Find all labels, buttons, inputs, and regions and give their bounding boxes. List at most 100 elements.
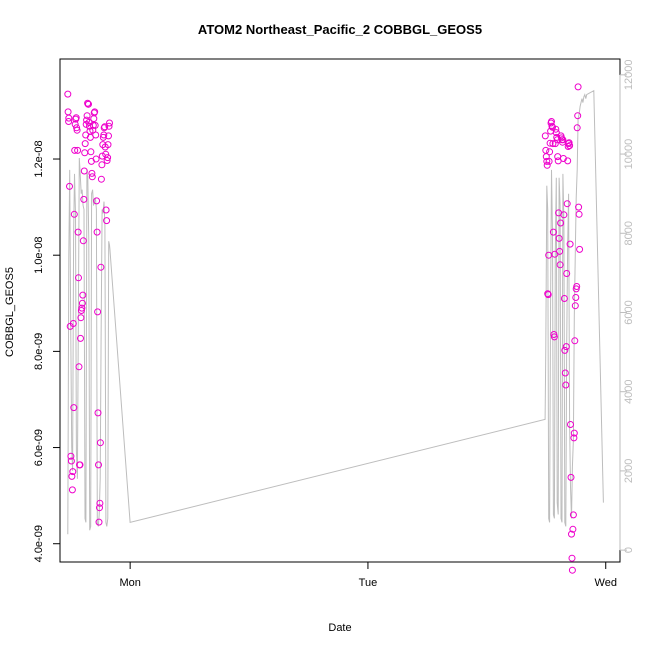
data-point — [102, 206, 110, 214]
data-point — [573, 124, 581, 132]
data-point — [93, 197, 101, 205]
data-point — [72, 114, 80, 122]
data-point — [78, 299, 86, 307]
y-tick-label: 1.2e-08 — [33, 140, 45, 177]
secondary-series-line — [67, 89, 604, 535]
data-point — [95, 518, 103, 526]
data-point — [79, 237, 87, 245]
data-point — [68, 472, 76, 480]
data-point — [81, 140, 89, 148]
data-point — [96, 499, 104, 507]
data-point — [102, 150, 110, 158]
data-point — [100, 131, 108, 139]
data-point — [76, 461, 84, 469]
y2-tick-label: 2000 — [623, 459, 635, 483]
data-point — [563, 200, 571, 208]
data-point — [105, 132, 112, 140]
data-point — [574, 83, 582, 91]
data-point — [567, 421, 574, 428]
y2-tick-label: 6000 — [623, 300, 635, 324]
data-point — [69, 320, 77, 327]
data-point — [546, 139, 554, 147]
data-point — [556, 261, 564, 269]
data-point — [92, 155, 100, 163]
data-point — [559, 136, 567, 144]
data-point — [571, 337, 579, 345]
data-point — [561, 346, 569, 354]
data-point — [70, 404, 78, 412]
data-point — [555, 234, 563, 242]
y-tick-label: 6.0e-09 — [33, 429, 45, 466]
data-point — [65, 114, 73, 122]
data-point — [67, 457, 75, 465]
data-point — [569, 525, 577, 533]
data-point — [568, 554, 576, 562]
data-point — [89, 121, 97, 129]
data-point — [562, 381, 570, 389]
data-point — [99, 141, 107, 149]
data-point — [564, 143, 572, 150]
data-point — [574, 112, 582, 120]
data-point — [74, 146, 82, 154]
data-point — [557, 219, 565, 227]
data-point — [104, 141, 112, 149]
data-point — [576, 245, 584, 253]
data-point — [562, 343, 570, 351]
data-point — [80, 167, 88, 175]
data-point — [73, 126, 81, 134]
data-point — [85, 100, 92, 108]
data-point — [575, 210, 583, 218]
data-point — [71, 146, 79, 154]
data-point — [64, 90, 72, 98]
y-tick-label: 4.0e-09 — [33, 525, 45, 562]
data-point — [91, 121, 99, 129]
data-point — [567, 473, 575, 481]
y2-tick-label: 12000 — [623, 60, 635, 91]
data-point — [543, 157, 551, 165]
data-point — [70, 210, 78, 218]
data-point — [566, 142, 574, 150]
data-point — [546, 148, 554, 156]
data-point — [79, 291, 87, 299]
data-point — [572, 294, 580, 301]
data-point — [77, 334, 84, 342]
y2-tick-label: 8000 — [623, 221, 635, 245]
data-point — [106, 119, 113, 127]
x-tick-label: Wed — [595, 577, 617, 589]
data-point — [69, 468, 77, 476]
x-tick-label: Tue — [359, 577, 378, 589]
data-point — [94, 308, 102, 316]
data-point — [74, 228, 82, 236]
x-axis: Mon Tue Wed — [119, 562, 617, 589]
chart-title: ATOM2 Northeast_Pacific_2 COBBGL_GEOS5 — [198, 22, 482, 37]
data-point — [544, 291, 552, 299]
data-point — [103, 217, 111, 225]
plot-frame — [59, 58, 621, 563]
data-point — [552, 129, 560, 137]
data-point — [543, 161, 551, 169]
scatter-points-layer — [64, 83, 584, 574]
data-point — [68, 486, 76, 494]
data-point — [77, 314, 85, 322]
data-point — [545, 157, 553, 165]
data-point — [552, 125, 560, 133]
data-point — [101, 123, 109, 131]
x-axis-title: Date — [328, 622, 351, 634]
data-point — [83, 116, 91, 124]
data-point — [93, 228, 101, 236]
data-point — [88, 173, 96, 181]
data-point — [556, 247, 564, 255]
x-tick-label: Mon — [119, 577, 140, 589]
data-point — [560, 211, 568, 219]
data-point — [87, 148, 95, 156]
data-point — [549, 140, 557, 148]
data-point — [96, 504, 103, 512]
data-point — [95, 461, 102, 469]
data-point — [75, 274, 82, 282]
data-point — [91, 108, 99, 116]
data-point — [66, 182, 73, 190]
data-point — [573, 283, 581, 290]
y-axis: 4.0e-09 6.0e-09 8.0e-09 1.0e-08 1.2e-08 — [33, 140, 60, 562]
data-point — [78, 304, 86, 312]
